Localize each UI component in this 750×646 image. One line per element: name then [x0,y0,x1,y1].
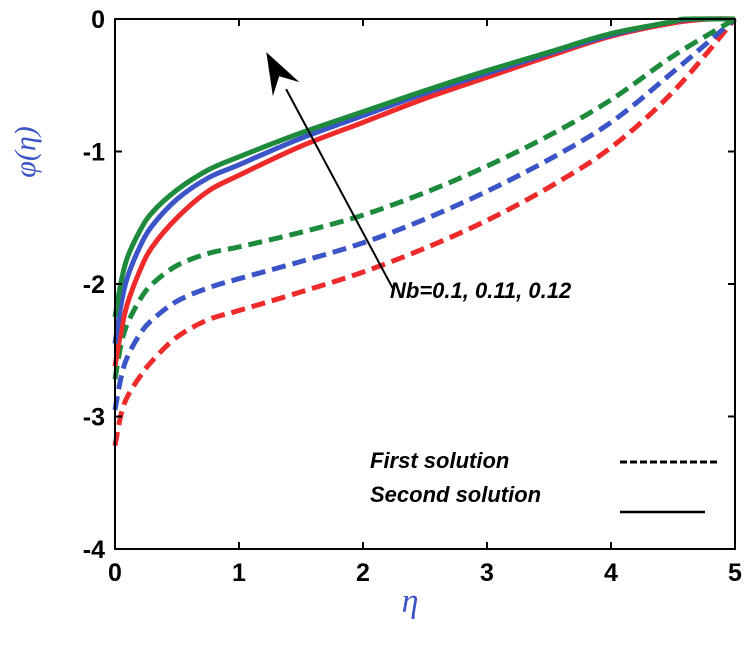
y-axis-label: φ(η) [9,126,42,177]
legend: First solution Second solution [370,448,718,514]
x-tick-label: 2 [356,559,370,587]
annotation-label: Nb=0.1, 0.11, 0.12 [390,278,572,303]
y-tick-label: -3 [83,404,105,432]
x-tick-label: 3 [480,559,494,587]
annotation: Nb=0.1, 0.11, 0.12 [266,52,572,303]
x-tick-label: 1 [232,559,246,587]
series-line-dashed-blue [112,17,737,411]
y-tick-label: -2 [83,271,105,299]
legend-label-second-solution: Second solution [370,482,541,507]
series-line-dashed-red [112,17,737,447]
x-axis-label: η [402,583,419,620]
series-line-solid-red [112,16,736,367]
annotation-arrow [285,88,395,292]
y-tick-label: -1 [83,139,105,167]
series-line-solid-green [112,16,736,318]
x-tick-label: 5 [728,559,742,587]
series-line-dashed-green [112,16,737,380]
x-tick-label: 0 [108,559,122,587]
y-tick-label: 0 [91,6,105,34]
ticks: 0 1 2 3 4 5 0 -1 -2 -3 -4 [83,6,742,587]
x-tick-label: 4 [604,559,618,587]
annotation-arrowhead [266,52,300,97]
legend-label-first-solution: First solution [370,448,509,473]
y-tick-label: -4 [83,536,105,564]
plot-lines [112,16,737,447]
